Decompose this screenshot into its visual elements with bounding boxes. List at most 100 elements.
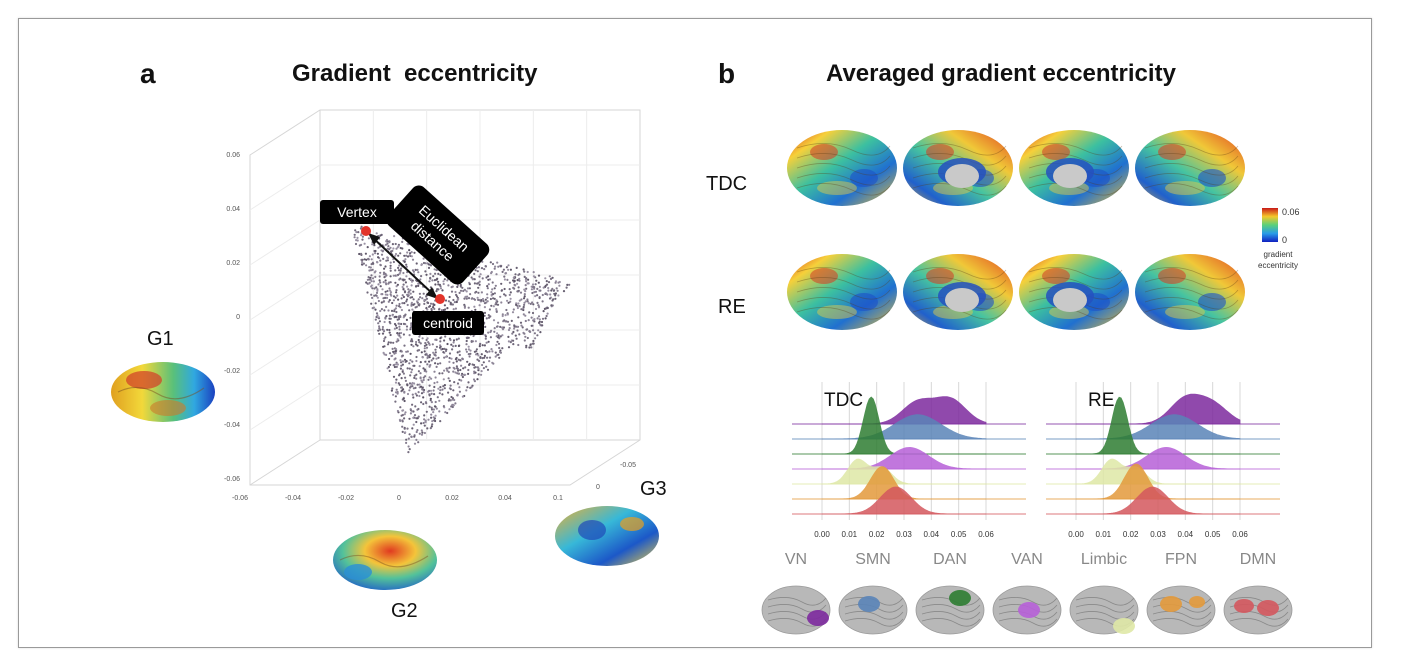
ridge-tick-label: 0.03 [896, 530, 912, 539]
ridge-dan [821, 458, 986, 485]
centroid-label-box [412, 311, 484, 335]
g1-brain-image [111, 362, 215, 422]
lateral-brain-map [1135, 130, 1245, 206]
z-tick-label: 0.04 [226, 206, 240, 213]
z-tick-label: -0.06 [224, 476, 240, 483]
x-tick-label: -0.02 [338, 495, 354, 502]
ridge-dmn [1076, 393, 1241, 425]
ridge-tick-label: 0.02 [1123, 530, 1139, 539]
ridge-van [822, 446, 986, 470]
network-label: SMN [855, 551, 891, 568]
ridge-tick-label: 0.04 [1178, 530, 1194, 539]
medial-brain-map [903, 254, 1013, 330]
z-tick-label: -0.02 [224, 368, 240, 375]
scatter-points [353, 225, 571, 454]
x-tick-label: -0.06 [232, 495, 248, 502]
row-label-re: RE [718, 296, 746, 318]
vertex-label: Vertex [337, 204, 377, 220]
ridge-panel-re: 0.00 0.01 0.02 0.03 0.04 0.05 0.06 RE [1046, 382, 1280, 539]
network-dmn: DMN [1223, 551, 1293, 635]
network-label: DAN [933, 551, 967, 568]
x-tick-label: 0.1 [553, 495, 563, 502]
ridge-dmn [822, 396, 987, 425]
g2-label: G2 [391, 600, 418, 622]
z-tick-label: 0.02 [226, 260, 240, 267]
medial-brain-map [903, 130, 1013, 206]
g3-label: G3 [640, 478, 667, 500]
network-legend: VN SMN DAN VAN Limbic FPN DMN [761, 551, 1293, 635]
centroid-marker [435, 294, 445, 304]
x-tick-label: 0.02 [445, 495, 459, 502]
colorbar-gradient [1262, 208, 1278, 242]
ridge-dan [1075, 458, 1240, 485]
ridge-tick-label: 0.02 [869, 530, 885, 539]
panel-a-letter: a [140, 58, 156, 89]
ridge-tick-label: 0.04 [924, 530, 940, 539]
panel-b-letter: b [718, 58, 736, 89]
scatter-3d-box [249, 109, 641, 486]
network-fpn: FPN [1146, 551, 1216, 635]
x-tick-label: 0.04 [498, 495, 512, 502]
ridge-tick-label: 0.01 [1096, 530, 1112, 539]
y-tick-label: 0 [596, 484, 600, 491]
centroid-label: centroid [423, 315, 473, 331]
network-label: FPN [1165, 551, 1197, 568]
ridge-van [1076, 446, 1240, 470]
distance-arrow [371, 236, 435, 296]
arrowhead-vertex-icon [368, 233, 380, 245]
medial-brain-map [1019, 254, 1129, 330]
colorbar-max: 0.06 [1282, 207, 1300, 217]
network-label: VN [785, 551, 807, 568]
scatter-3d-plot: 0.06 0.04 0.02 0 -0.02 -0.04 -0.06 -0.06 -0.04 -… [224, 109, 641, 502]
network-smn: SMN [838, 551, 908, 635]
g3-brain-image [555, 506, 659, 566]
ridge-title: TDC [824, 390, 863, 411]
vertex-marker [361, 226, 371, 236]
ridge-tick-label: 0.05 [1205, 530, 1221, 539]
g2-brain-image [333, 530, 437, 590]
ridge-tick-label: 0.00 [1068, 530, 1084, 539]
figure-frame [18, 18, 1372, 648]
network-label: Limbic [1081, 551, 1127, 568]
network-vn: VN [761, 551, 831, 635]
network-label: VAN [1011, 551, 1043, 568]
z-tick-label: 0.06 [226, 152, 240, 159]
z-tick-label: 0 [236, 314, 240, 321]
network-label: DMN [1240, 551, 1276, 568]
x-tick-label: -0.04 [285, 495, 301, 502]
ridge-tick-label: 0.05 [951, 530, 967, 539]
panel-a-title: Gradient eccentricity [292, 60, 538, 87]
ridge-tick-label: 0.03 [1150, 530, 1166, 539]
colorbar: 0.06 0 gradient eccentricity [1258, 207, 1300, 270]
brain-surface-maps [787, 130, 1245, 330]
lateral-brain-map [787, 130, 897, 206]
lateral-brain-map [787, 254, 897, 330]
colorbar-label-2: eccentricity [1258, 261, 1298, 270]
network-van: VAN [992, 551, 1062, 635]
ridge-tick-label: 0.01 [842, 530, 858, 539]
network-dan: DAN [915, 551, 985, 635]
ridge-panel-tdc: 0.00 0.01 0.02 0.03 0.04 0.05 0.06 TDC [792, 382, 1026, 539]
arrowhead-centroid-icon [426, 287, 438, 299]
network-limbic: Limbic [1069, 551, 1139, 635]
colorbar-label-1: gradient [1264, 250, 1294, 259]
lateral-brain-map [1135, 254, 1245, 330]
ridge-tick-label: 0.06 [978, 530, 994, 539]
ridge-tick-label: 0.00 [814, 530, 830, 539]
vertex-label-box [320, 200, 394, 224]
ridge-fpn [822, 414, 987, 440]
colorbar-min: 0 [1282, 235, 1287, 245]
ridge-tick-label: 0.06 [1232, 530, 1248, 539]
row-label-tdc: TDC [706, 173, 748, 195]
ridge-title: RE [1088, 390, 1114, 411]
medial-brain-map [1019, 130, 1129, 206]
z-tick-label: -0.04 [224, 422, 240, 429]
g1-label: G1 [147, 328, 174, 350]
ridge-vn [1076, 486, 1240, 515]
panel-b-title: Averaged gradient eccentricity [826, 60, 1176, 87]
ridge-vn [822, 486, 986, 515]
ridge-fpn [1076, 414, 1241, 440]
y-tick-label: -0.05 [620, 462, 636, 469]
x-tick-label: 0 [397, 495, 401, 502]
